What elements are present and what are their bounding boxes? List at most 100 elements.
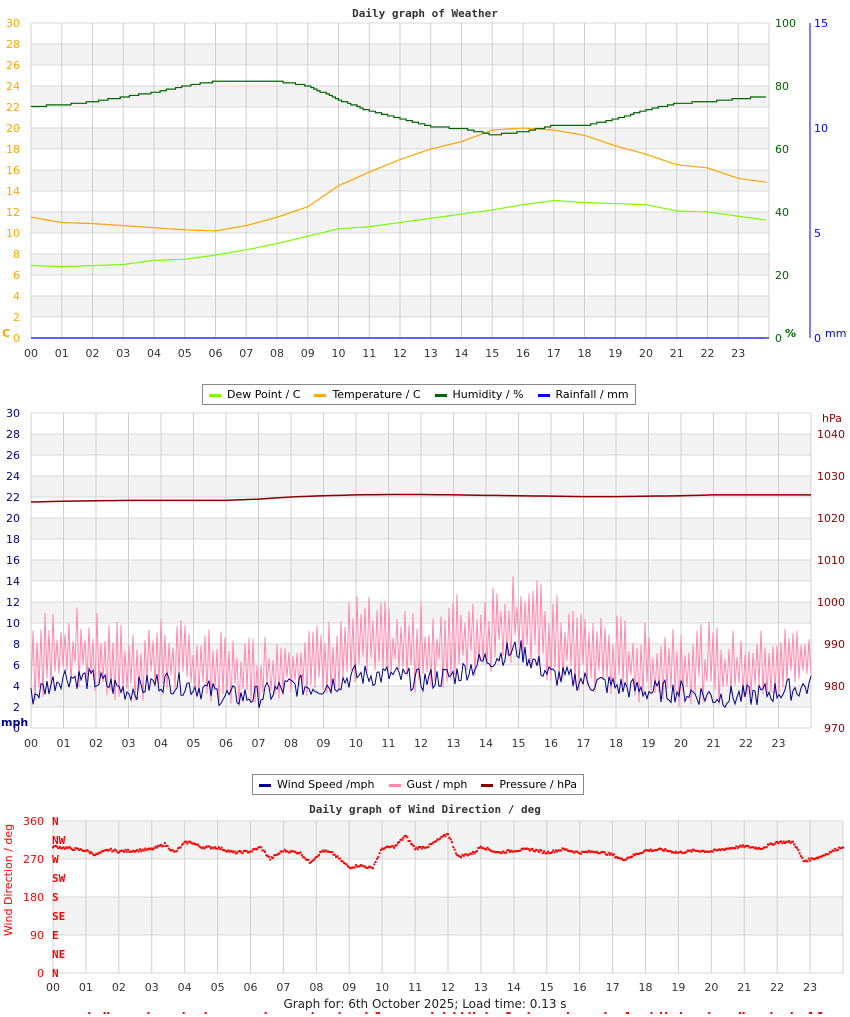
- direction-point: [574, 850, 577, 853]
- direction-point: [777, 842, 780, 845]
- direction-point: [273, 854, 276, 857]
- direction-point: [741, 844, 744, 847]
- direction-point: [281, 850, 284, 853]
- direction-point: [119, 850, 122, 853]
- direction-point: [619, 857, 622, 860]
- legend-item-pressure[interactable]: Pressure / hPa: [481, 778, 577, 791]
- legend-item-humidity[interactable]: Humidity / %: [434, 388, 524, 401]
- legend-item-temperature[interactable]: Temperature / C: [314, 388, 421, 401]
- footer-load-info: Graph for: 6th October 2025; Load time: …: [283, 997, 567, 1011]
- x-tick-label: 13: [424, 347, 438, 360]
- direction-point: [298, 852, 301, 855]
- legend-item-gust[interactable]: Gust / mph: [388, 778, 467, 791]
- direction-point: [431, 842, 434, 845]
- direction-point: [327, 850, 330, 853]
- direction-point: [100, 850, 103, 853]
- direction-point-offscale: [461, 1012, 464, 1014]
- direction-point: [428, 843, 431, 846]
- direction-point: [637, 852, 640, 855]
- direction-point: [323, 850, 326, 853]
- direction-point: [441, 835, 444, 838]
- direction-point: [794, 845, 797, 848]
- y-tick-left: 14: [6, 575, 20, 588]
- direction-point: [99, 851, 102, 854]
- legend-item-rainfall[interactable]: Rainfall / mm: [537, 388, 629, 401]
- series-gust: [30, 576, 812, 708]
- direction-point: [460, 856, 463, 859]
- direction-point: [593, 850, 596, 853]
- direction-point: [630, 855, 633, 858]
- direction-point-offscale: [566, 1012, 569, 1014]
- direction-point: [598, 852, 601, 855]
- direction-point: [448, 836, 451, 839]
- direction-point: [249, 850, 252, 853]
- legend-wind: Wind Speed /mph Gust / mph Pressure / hP…: [252, 774, 584, 795]
- direction-point: [410, 842, 413, 845]
- direction-point: [163, 842, 166, 845]
- direction-point-offscale: [443, 1012, 446, 1014]
- y-tick-right: 1010: [817, 554, 845, 567]
- direction-point: [510, 849, 513, 852]
- direction-point: [435, 840, 438, 843]
- direction-point-offscale: [107, 1012, 110, 1014]
- y-tick-left: 18: [6, 533, 20, 546]
- direction-point: [400, 838, 403, 841]
- y-tick-left: 2: [13, 701, 20, 714]
- y-tick-left: 180: [23, 891, 44, 904]
- direction-point: [661, 849, 664, 852]
- direction-point: [520, 847, 523, 850]
- direction-point: [714, 848, 717, 851]
- legend-weather: Dew Point / C Temperature / C Humidity /…: [202, 384, 636, 405]
- direction-point: [63, 847, 66, 850]
- direction-point: [732, 847, 735, 850]
- direction-point: [429, 843, 432, 846]
- x-tick-label: 23: [731, 347, 745, 360]
- direction-point: [755, 846, 758, 849]
- direction-point: [681, 852, 684, 855]
- y-tick-left: 16: [6, 554, 20, 567]
- direction-point-offscale: [527, 1012, 530, 1014]
- direction-point: [477, 846, 480, 849]
- direction-point: [826, 853, 829, 856]
- direction-point: [776, 840, 779, 843]
- legend-label: Dew Point / C: [227, 388, 301, 401]
- legend-item-dewpoint[interactable]: Dew Point / C: [209, 388, 300, 401]
- direction-point: [61, 847, 64, 850]
- direction-point: [803, 859, 806, 862]
- direction-point-offscale: [204, 1012, 207, 1014]
- direction-point: [697, 849, 700, 852]
- direction-point: [669, 849, 672, 852]
- direction-point: [236, 851, 239, 854]
- x-tick-label: 20: [639, 347, 653, 360]
- direction-point: [449, 838, 452, 841]
- direction-point: [615, 856, 618, 859]
- direction-point: [739, 844, 742, 847]
- direction-point: [805, 859, 808, 862]
- direction-point: [811, 857, 814, 860]
- direction-point: [219, 848, 222, 851]
- direction-point-offscale: [790, 1012, 793, 1014]
- direction-point: [602, 850, 605, 853]
- direction-point: [211, 846, 214, 849]
- direction-point: [177, 847, 180, 850]
- direction-point: [691, 848, 694, 851]
- direction-point: [487, 848, 490, 851]
- legend-item-windspeed[interactable]: Wind Speed /mph: [259, 778, 375, 791]
- direction-point: [720, 848, 723, 851]
- direction-point: [320, 850, 323, 853]
- direction-point: [626, 857, 629, 860]
- direction-point: [210, 847, 212, 850]
- direction-point: [507, 849, 510, 852]
- direction-point: [734, 847, 737, 850]
- direction-point: [552, 849, 555, 852]
- direction-point: [495, 851, 498, 854]
- direction-point: [481, 847, 484, 850]
- direction-point: [102, 850, 105, 853]
- direction-point: [88, 852, 91, 855]
- direction-point: [618, 856, 621, 859]
- direction-point: [178, 846, 181, 849]
- y-tick-right: 60: [775, 143, 789, 156]
- direction-point: [586, 851, 589, 854]
- direction-point: [269, 858, 272, 861]
- direction-point: [111, 850, 114, 853]
